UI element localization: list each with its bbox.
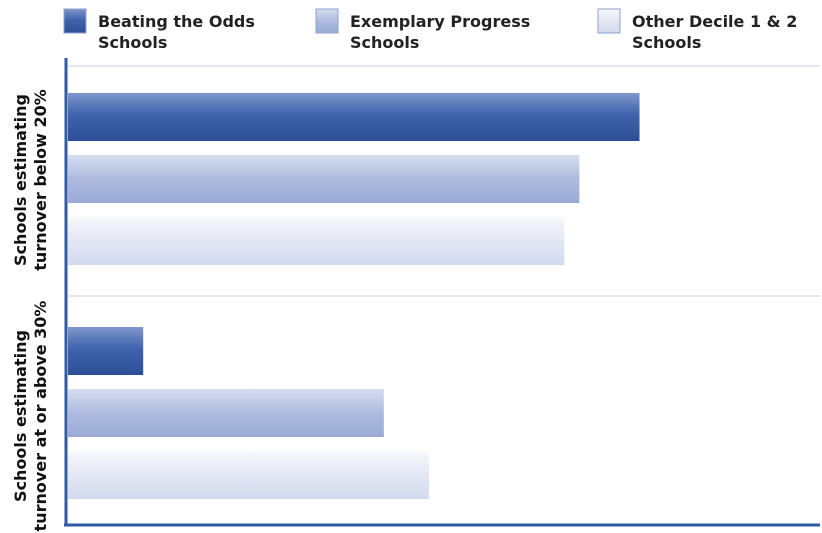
legend-label: Schools: [98, 33, 167, 52]
legend-swatch: [597, 8, 621, 34]
category-label: Schools estimatingturnover at or above 3…: [11, 301, 50, 532]
bar: [68, 155, 580, 203]
legend-item: Exemplary Progress Schools: [315, 8, 530, 52]
bars: [68, 93, 640, 499]
legend-label: Beating the Odds: [98, 12, 255, 31]
legend-item: Other Decile 1 & 2 Schools: [597, 8, 797, 52]
bar: [68, 217, 565, 265]
bar: [68, 93, 640, 141]
legend-label: Schools: [350, 33, 419, 52]
legend-swatch: [315, 8, 339, 34]
category-label: Schools estimatingturnover below 20%: [11, 89, 50, 270]
bar: [68, 451, 429, 499]
bar: [68, 327, 144, 375]
legend-swatch: [63, 8, 87, 34]
category-labels: Schools estimatingturnover below 20% Scho…: [11, 89, 50, 531]
legend-label: Exemplary Progress: [350, 12, 530, 31]
legend-label: Schools: [632, 33, 701, 52]
legend-item: Beating the Odds Schools: [63, 8, 255, 52]
legend-label: Other Decile 1 & 2: [632, 12, 797, 31]
bar: [68, 389, 384, 437]
